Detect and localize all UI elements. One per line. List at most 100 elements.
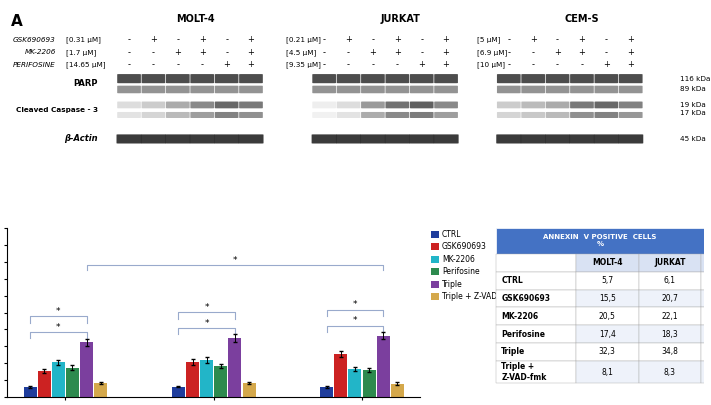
Text: +: + — [174, 48, 181, 57]
Bar — [496, 290, 576, 307]
FancyBboxPatch shape — [594, 134, 619, 143]
Bar — [496, 343, 576, 360]
Text: -: - — [605, 48, 608, 57]
FancyBboxPatch shape — [312, 112, 336, 118]
FancyBboxPatch shape — [619, 102, 643, 108]
Text: -: - — [323, 48, 326, 57]
Text: -: - — [127, 48, 131, 57]
Text: *: * — [204, 303, 209, 311]
FancyBboxPatch shape — [141, 134, 166, 143]
Text: +: + — [627, 48, 634, 57]
FancyBboxPatch shape — [117, 74, 141, 83]
Bar — [576, 290, 638, 307]
FancyBboxPatch shape — [570, 112, 594, 118]
Bar — [701, 290, 711, 307]
Bar — [80, 342, 93, 397]
FancyBboxPatch shape — [434, 112, 458, 118]
Bar — [701, 325, 711, 343]
FancyBboxPatch shape — [117, 134, 141, 143]
FancyBboxPatch shape — [594, 86, 618, 93]
FancyBboxPatch shape — [239, 86, 263, 93]
FancyBboxPatch shape — [117, 112, 141, 118]
Text: CEM-S: CEM-S — [565, 14, 599, 24]
FancyBboxPatch shape — [545, 134, 570, 143]
Text: Cleaved Caspase - 3: Cleaved Caspase - 3 — [16, 107, 97, 113]
Text: 8,1: 8,1 — [602, 367, 613, 377]
Text: -: - — [556, 60, 559, 69]
Bar — [496, 272, 576, 290]
FancyBboxPatch shape — [520, 134, 546, 143]
Bar — [23, 387, 36, 397]
Text: MOLT-4: MOLT-4 — [176, 14, 215, 24]
FancyBboxPatch shape — [385, 74, 409, 83]
Text: -: - — [556, 36, 559, 45]
Text: 22,1: 22,1 — [662, 312, 678, 321]
Text: JURKAT: JURKAT — [381, 14, 421, 24]
Text: -: - — [605, 36, 608, 45]
Text: -: - — [152, 48, 155, 57]
Text: -: - — [323, 36, 326, 45]
Text: *: * — [204, 319, 209, 328]
FancyBboxPatch shape — [239, 74, 263, 83]
Bar — [186, 362, 199, 397]
FancyBboxPatch shape — [215, 112, 238, 118]
FancyBboxPatch shape — [239, 112, 263, 118]
Text: +: + — [627, 60, 634, 69]
Bar — [701, 360, 711, 384]
Text: -: - — [507, 36, 510, 45]
Text: -: - — [152, 60, 155, 69]
FancyBboxPatch shape — [619, 112, 643, 118]
Text: -: - — [347, 60, 350, 69]
Text: +: + — [199, 48, 205, 57]
Text: -: - — [371, 60, 375, 69]
Text: 17 kDa: 17 kDa — [680, 110, 705, 116]
Text: Triple: Triple — [501, 347, 525, 356]
Text: +: + — [150, 36, 157, 45]
Text: -: - — [127, 36, 131, 45]
Bar — [638, 343, 701, 360]
Bar — [638, 254, 701, 272]
FancyBboxPatch shape — [312, 86, 336, 93]
FancyBboxPatch shape — [214, 134, 239, 143]
Text: +: + — [443, 48, 449, 57]
Text: +: + — [247, 60, 255, 69]
Text: -: - — [371, 36, 375, 45]
Text: +: + — [394, 48, 401, 57]
FancyBboxPatch shape — [409, 134, 434, 143]
Bar — [94, 383, 107, 397]
Bar — [638, 290, 701, 307]
Text: -: - — [176, 60, 179, 69]
FancyBboxPatch shape — [141, 74, 165, 83]
Text: Perifosine: Perifosine — [501, 330, 545, 339]
Text: A: A — [11, 14, 22, 29]
Text: +: + — [223, 60, 230, 69]
FancyBboxPatch shape — [546, 102, 570, 108]
Bar — [320, 387, 333, 397]
FancyBboxPatch shape — [496, 134, 521, 143]
Bar — [377, 336, 390, 397]
FancyBboxPatch shape — [337, 112, 360, 118]
FancyBboxPatch shape — [312, 74, 336, 83]
FancyBboxPatch shape — [570, 86, 594, 93]
Text: +: + — [370, 48, 376, 57]
Text: -: - — [396, 60, 399, 69]
Text: *: * — [232, 256, 237, 265]
FancyBboxPatch shape — [361, 102, 385, 108]
Bar — [701, 254, 711, 272]
Text: PERIFOSINE: PERIFOSINE — [13, 62, 56, 68]
Text: [14.65 μM]: [14.65 μM] — [66, 61, 106, 68]
FancyBboxPatch shape — [521, 102, 545, 108]
FancyBboxPatch shape — [337, 102, 360, 108]
Text: ANNEXIN  V POSITIVE  CELLS
%: ANNEXIN V POSITIVE CELLS % — [543, 234, 657, 247]
Text: 8,3: 8,3 — [664, 367, 676, 377]
FancyBboxPatch shape — [521, 86, 545, 93]
Text: [9.35 μM]: [9.35 μM] — [286, 61, 321, 68]
Text: GSK690693: GSK690693 — [13, 37, 56, 43]
Text: -: - — [532, 48, 535, 57]
Text: *: * — [353, 300, 357, 309]
FancyBboxPatch shape — [215, 74, 238, 83]
Text: 34,8: 34,8 — [661, 347, 678, 356]
Bar — [214, 366, 228, 397]
FancyBboxPatch shape — [361, 112, 385, 118]
Bar — [496, 307, 576, 325]
